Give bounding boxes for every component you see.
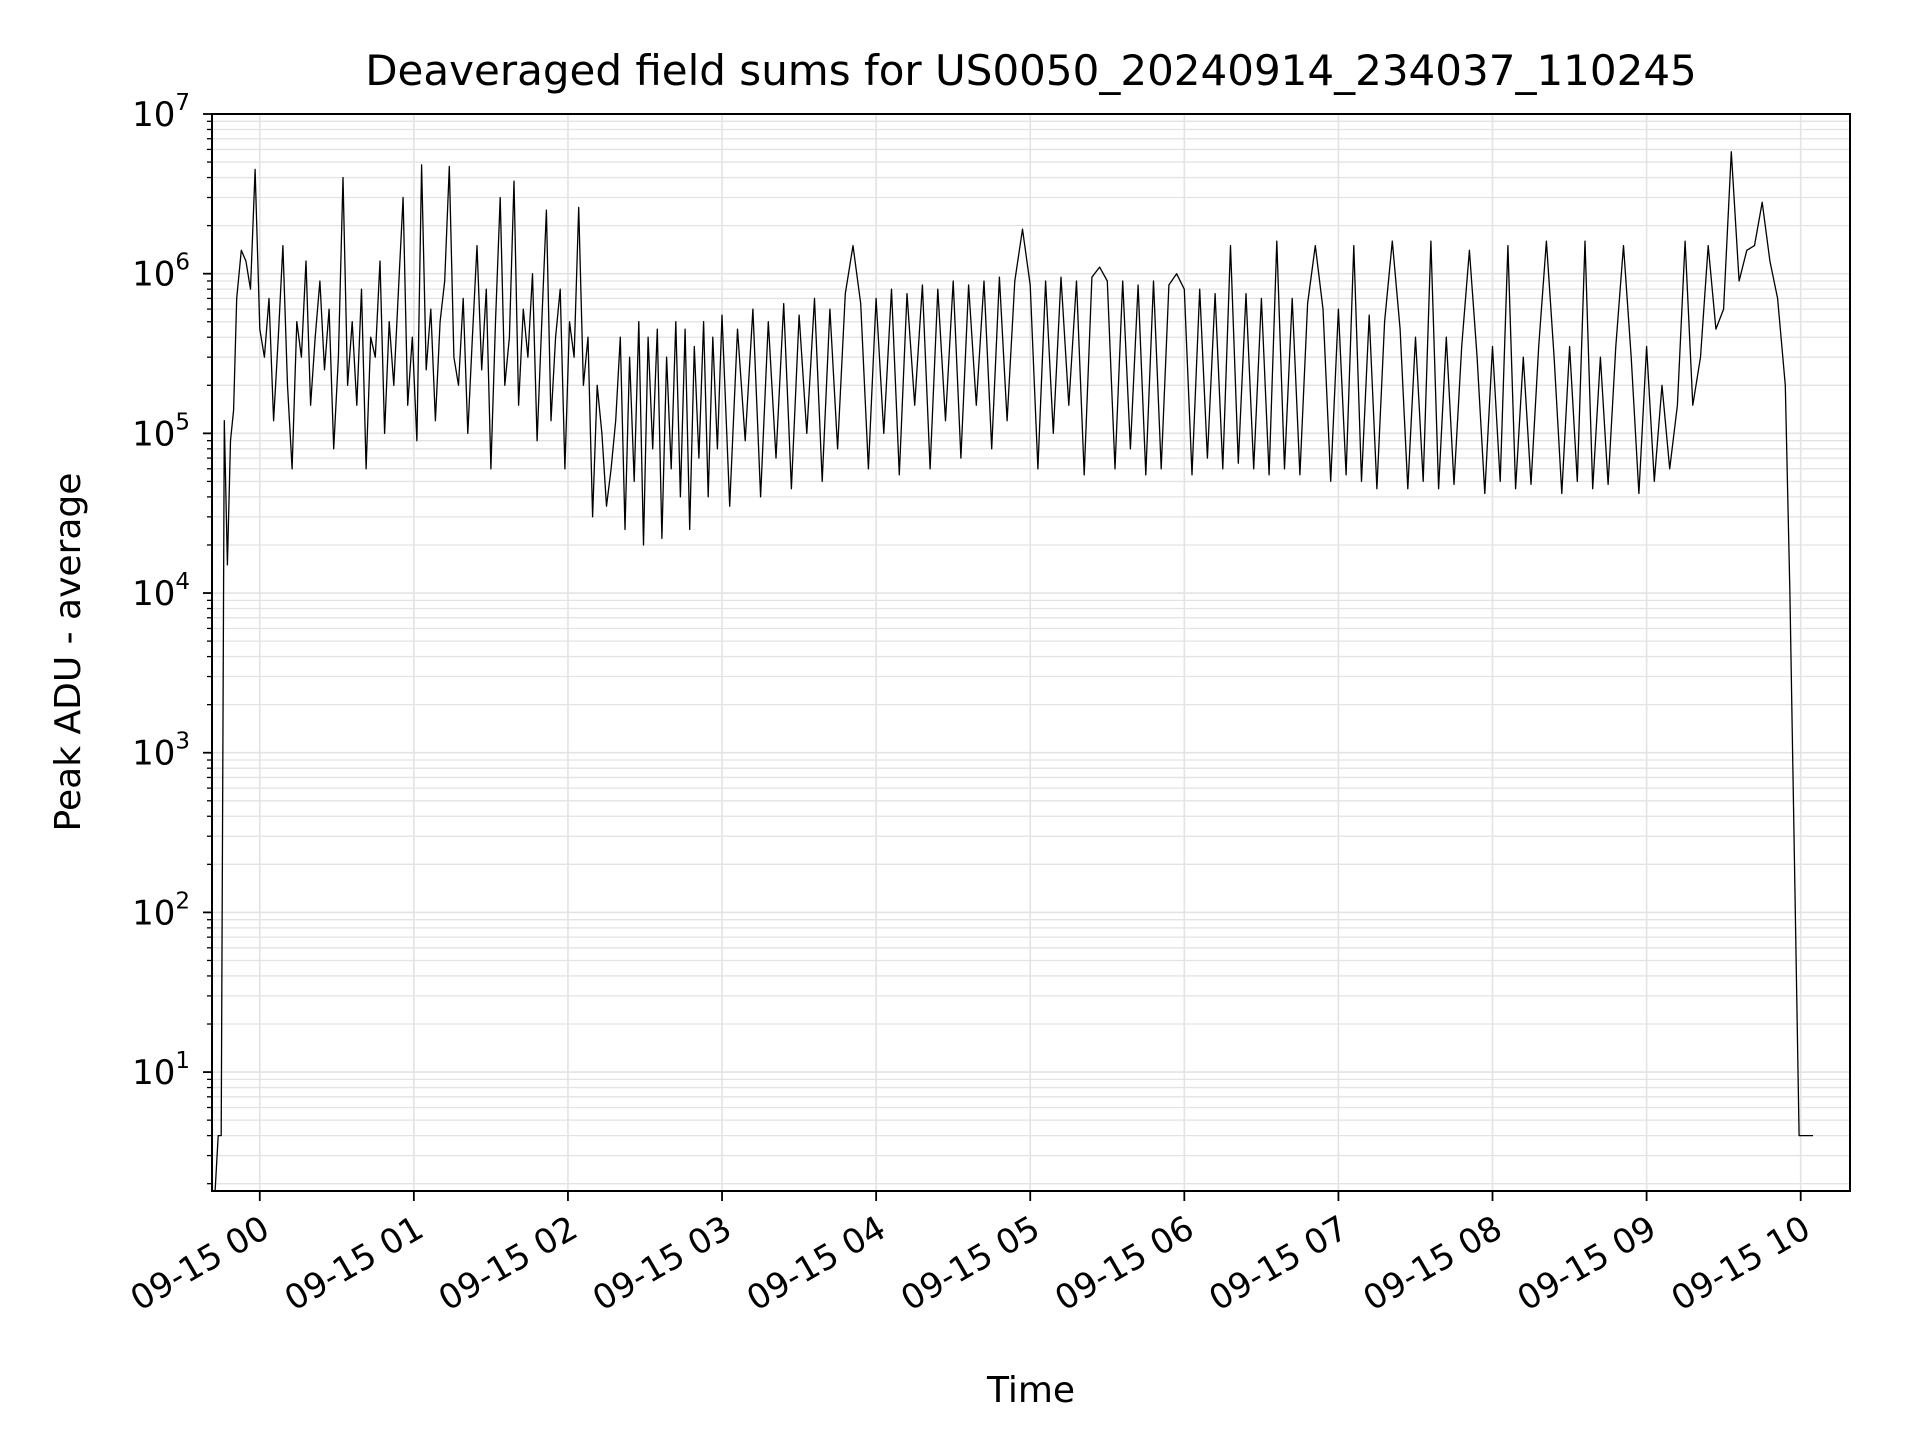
y-tick-label: 107: [132, 90, 190, 135]
x-tick-label: 09-15 08: [1357, 1208, 1509, 1319]
x-axis-label: Time: [986, 1370, 1075, 1411]
x-tick-label: 09-15 02: [432, 1208, 584, 1319]
x-tick-label: 09-15 05: [894, 1208, 1046, 1319]
y-axis: 101 102 103 104 105 106 107: [132, 90, 212, 1185]
y-tick-label: 104: [132, 569, 190, 614]
x-tick-label: 09-15 03: [586, 1208, 738, 1319]
y-tick-label: 103: [132, 729, 190, 774]
y-tick-label: 105: [132, 409, 190, 454]
y-tick-label: 106: [132, 250, 190, 295]
x-tick-label: 09-15 10: [1665, 1208, 1817, 1319]
y-axis-label: Peak ADU - average: [48, 473, 89, 832]
x-tick-label: 09-15 07: [1203, 1208, 1355, 1319]
x-axis: 09-15 00 09-15 01 09-15 02 09-15 03 09-15 04…: [124, 1191, 1817, 1319]
x-tick-label: 09-15 04: [740, 1208, 892, 1319]
y-tick-label: 101: [132, 1048, 190, 1093]
x-tick-label: 09-15 06: [1048, 1208, 1200, 1319]
y-tick-label: 102: [132, 888, 190, 933]
x-tick-label: 09-15 01: [278, 1208, 430, 1319]
series-line: [214, 151, 1813, 1191]
x-tick-label: 09-15 09: [1511, 1208, 1663, 1319]
plot-area: [214, 151, 1813, 1191]
x-tick-label: 09-15 00: [124, 1208, 276, 1319]
grid-lines: [212, 113, 1850, 1191]
chart-title: Deaveraged field sums for US0050_2024091…: [365, 46, 1697, 95]
